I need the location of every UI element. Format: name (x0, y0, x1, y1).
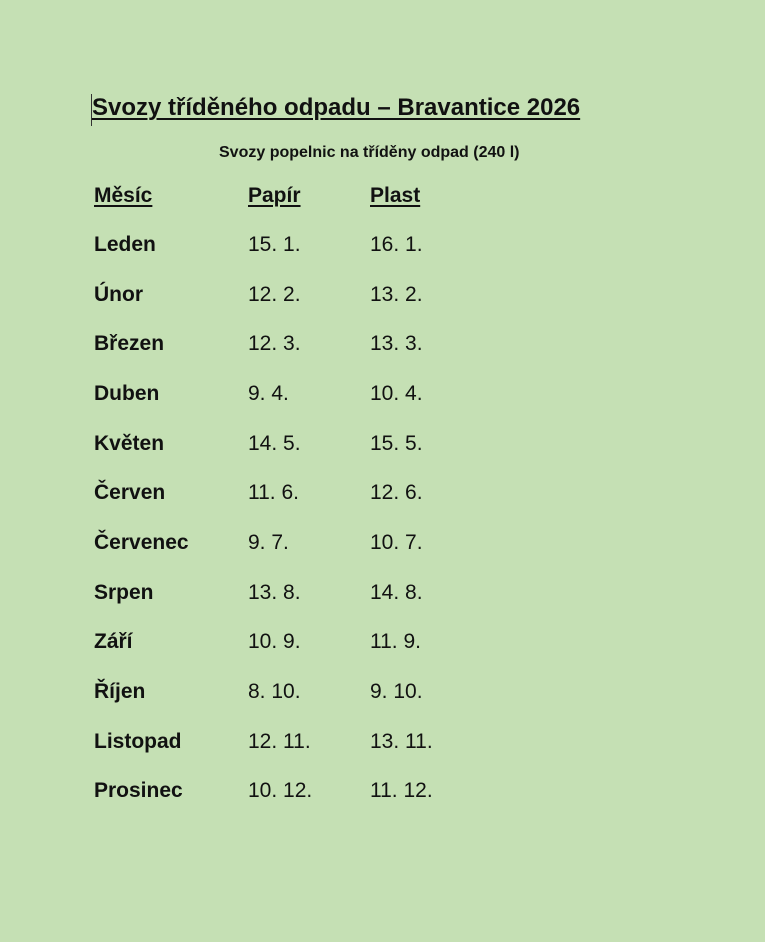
plastic-date-cell: 16. 1. (370, 232, 423, 256)
document-title: Svozy tříděného odpadu – Bravantice 2026 (92, 94, 581, 121)
paper-date-cell: 10. 9. (248, 630, 301, 654)
plastic-date-cell: 13. 11. (370, 729, 433, 753)
paper-date-cell: 10. 12. (248, 779, 313, 803)
month-cell: Září (94, 630, 133, 654)
plastic-date-cell: 15. 5. (370, 431, 423, 455)
paper-date-cell: 12. 3. (248, 332, 301, 356)
paper-date-cell: 8. 10. (248, 680, 301, 704)
table-row: Říjen 8. 10. 9. 10. (94, 667, 514, 717)
month-cell: Květen (94, 431, 165, 455)
text-cursor (91, 94, 92, 126)
paper-date-cell: 12. 11. (248, 729, 311, 753)
collection-schedule-table: Měsíc Papír Plast Leden 15. 1. 16. 1. Ún… (94, 184, 514, 816)
table-row: Listopad 12. 11. 13. 11. (94, 717, 514, 767)
plastic-date-cell: 14. 8. (370, 580, 423, 604)
table-row: Prosinec 10. 12. 11. 12. (94, 767, 514, 817)
month-cell: Srpen (94, 580, 154, 604)
plastic-date-cell: 12. 6. (370, 481, 423, 505)
paper-date-cell: 9. 7. (248, 530, 289, 554)
table-row: Leden 15. 1. 16. 1. (94, 220, 514, 270)
month-cell: Leden (94, 232, 156, 256)
month-cell: Březen (94, 332, 165, 356)
paper-date-cell: 13. 8. (248, 580, 301, 604)
table-row: Březen 12. 3. 13. 3. (94, 319, 514, 369)
plastic-date-cell: 11. 12. (370, 779, 433, 803)
plastic-date-cell: 10. 7. (370, 530, 423, 554)
paper-date-cell: 12. 2. (248, 282, 301, 306)
month-cell: Únor (94, 282, 143, 306)
plastic-date-cell: 13. 3. (370, 332, 423, 356)
table-row: Únor 12. 2. 13. 2. (94, 270, 514, 320)
table-row: Září 10. 9. 11. 9. (94, 618, 514, 668)
month-cell: Prosinec (94, 779, 183, 803)
plastic-date-cell: 10. 4. (370, 381, 423, 405)
month-cell: Červen (94, 481, 166, 505)
paper-date-cell: 15. 1. (248, 232, 301, 256)
paper-date-cell: 11. 6. (248, 481, 299, 505)
table-header-row: Měsíc Papír Plast (94, 184, 514, 220)
header-paper: Papír (248, 184, 301, 207)
table-row: Červenec 9. 7. 10. 7. (94, 518, 514, 568)
plastic-date-cell: 13. 2. (370, 282, 423, 306)
month-cell: Červenec (94, 530, 189, 554)
table-row: Květen 14. 5. 15. 5. (94, 419, 514, 469)
plastic-date-cell: 9. 10. (370, 680, 423, 704)
header-plastic: Plast (370, 184, 421, 207)
table-row: Duben 9. 4. 10. 4. (94, 369, 514, 419)
table-row: Srpen 13. 8. 14. 8. (94, 568, 514, 618)
table-row: Červen 11. 6. 12. 6. (94, 468, 514, 518)
month-cell: Říjen (94, 680, 146, 704)
document-subtitle: Svozy popelnic na tříděny odpad (240 l) (219, 144, 520, 161)
paper-date-cell: 9. 4. (248, 381, 289, 405)
month-cell: Duben (94, 381, 160, 405)
paper-date-cell: 14. 5. (248, 431, 301, 455)
header-month: Měsíc (94, 184, 153, 207)
plastic-date-cell: 11. 9. (370, 630, 421, 654)
month-cell: Listopad (94, 729, 182, 753)
